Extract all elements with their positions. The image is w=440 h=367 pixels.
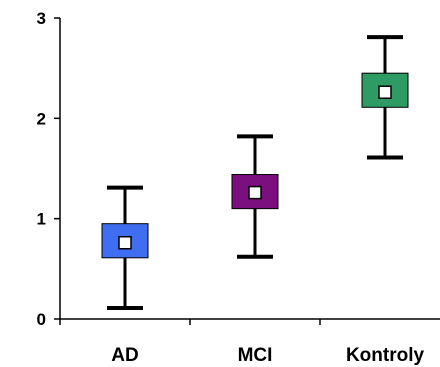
median-marker: [248, 185, 262, 200]
box-ad: [101, 185, 149, 310]
box-kontroly: [361, 35, 409, 160]
category-label: MCI: [238, 345, 273, 366]
y-tick-label: 0: [37, 310, 46, 329]
median-marker: [378, 85, 392, 99]
category-labels: AD MCI Kontroly: [111, 345, 424, 366]
category-label: AD: [111, 345, 138, 366]
category-label: Kontroly: [346, 345, 425, 366]
y-tick-label: 2: [37, 109, 46, 128]
y-tick-label: 1: [37, 210, 46, 229]
y-tick-label: 3: [37, 9, 46, 28]
boxes: [101, 35, 409, 310]
box-mci: [231, 134, 279, 259]
median-marker: [118, 235, 132, 250]
x-ticks: [59, 319, 321, 325]
y-ticks: 0 1 2 3: [37, 9, 60, 329]
